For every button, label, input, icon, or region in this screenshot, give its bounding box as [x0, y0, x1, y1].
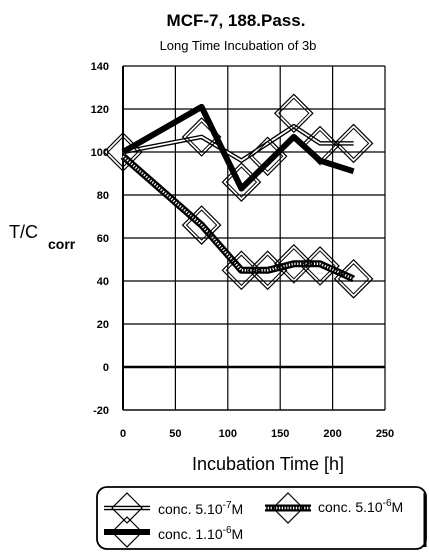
diamond-marker	[333, 123, 374, 164]
legend-item-3: conc. 5.10-6M	[265, 492, 403, 524]
diamond-outer	[273, 93, 314, 134]
diamond-outer	[247, 250, 288, 291]
legend-label-unit: M	[392, 499, 404, 515]
legend-label-unit: M	[232, 526, 244, 542]
diamond-inner	[278, 248, 310, 280]
diamond-marker	[273, 93, 314, 134]
legend-label-base: conc. 5.10	[158, 501, 223, 517]
diamond-inner	[251, 140, 284, 173]
diamond-marker	[181, 205, 222, 245]
diamond-inner	[278, 97, 310, 130]
legend-label-exponent: -6	[383, 498, 392, 509]
data-markers	[103, 93, 374, 299]
diamond-inner	[107, 136, 139, 168]
y-tick-label: 0	[103, 362, 109, 374]
tick-labels: -20 0 20 40 60 80 100 120 140 0 50 100 150 200 250	[91, 61, 395, 440]
x-tick-label: 50	[169, 428, 181, 440]
legend-label-unit: M	[232, 501, 244, 517]
chart-subtitle: Long Time Incubation of 3b	[160, 38, 317, 53]
legend-label: conc. 5.10-7M	[158, 500, 243, 517]
y-axis-label: T/C	[9, 222, 38, 242]
diamond-marker	[247, 136, 288, 177]
x-tick-label: 200	[323, 428, 341, 440]
legend-label-exponent: -7	[223, 500, 232, 511]
legend-label-base: conc. 5.10	[318, 499, 383, 515]
diamond-marker	[300, 125, 340, 166]
x-axis-label: Incubation Time [h]	[192, 454, 344, 474]
diamond-outer	[221, 162, 262, 202]
y-tick-label: 140	[91, 61, 109, 73]
y-tick-label: 100	[91, 147, 109, 159]
diamond-inner	[251, 254, 284, 286]
diamond-marker	[221, 162, 262, 202]
diamond-inner	[225, 166, 258, 198]
diamond-outer	[221, 250, 262, 291]
legend-label-base: conc. 1.10	[158, 526, 223, 542]
y-tick-label: 60	[97, 233, 109, 245]
diamond-marker	[103, 132, 143, 172]
axes	[122, 66, 385, 411]
legend-diamond	[111, 516, 143, 548]
diamond-outer	[300, 125, 340, 166]
series-line-outline	[120, 153, 356, 283]
diamond-inner	[185, 121, 218, 153]
diamond-inner	[225, 254, 258, 286]
diamond-inner	[337, 127, 370, 160]
diamond-inner	[304, 129, 336, 162]
diamond-outer	[247, 136, 288, 177]
diamond-outer	[333, 259, 374, 299]
y-tick-label: 120	[91, 104, 109, 116]
gridlines	[122, 65, 386, 411]
series-line-hatch	[122, 155, 355, 281]
legend-label: conc. 5.10-6M	[318, 498, 403, 515]
diamond-marker	[247, 250, 288, 291]
y-tick-label: 40	[97, 276, 109, 288]
diamond-marker	[300, 246, 340, 286]
y-tick-label: 80	[97, 190, 109, 202]
legend-item-1: conc. 5.10-7M	[104, 492, 243, 524]
diamond-outer	[181, 205, 222, 245]
diamond-marker	[333, 259, 374, 299]
series-3	[120, 153, 356, 283]
legend-diamond	[272, 492, 304, 524]
diamond-marker	[181, 117, 222, 157]
legend-item-2: conc. 1.10-6M	[104, 516, 243, 548]
x-tick-label: 100	[219, 428, 237, 440]
diamond-outer	[273, 243, 314, 284]
legend-diamond	[111, 492, 143, 524]
diamond-outer	[333, 123, 374, 164]
x-tick-label: 0	[120, 428, 126, 440]
series-line	[121, 103, 355, 192]
diamond-inner	[185, 209, 218, 241]
legend-label: conc. 1.10-6M	[158, 525, 243, 542]
diamond-inner	[337, 263, 370, 295]
diamond-marker	[273, 243, 314, 284]
series-lines	[120, 103, 356, 283]
y-axis-label-subscript: corr	[48, 236, 76, 252]
diamond-outer	[300, 246, 340, 286]
y-tick-label: 20	[97, 319, 109, 331]
diamond-outer	[103, 132, 143, 172]
y-tick-label: -20	[93, 405, 109, 417]
diamond-inner	[304, 250, 336, 282]
diamond-marker	[221, 250, 262, 291]
diamond-outer	[181, 117, 222, 157]
chart-title: MCF-7, 188.Pass.	[167, 11, 306, 30]
legend-label-exponent: -6	[223, 525, 232, 536]
series-2	[121, 103, 355, 192]
x-tick-label: 150	[271, 428, 289, 440]
legend-box	[96, 486, 427, 550]
x-tick-label: 250	[376, 428, 394, 440]
